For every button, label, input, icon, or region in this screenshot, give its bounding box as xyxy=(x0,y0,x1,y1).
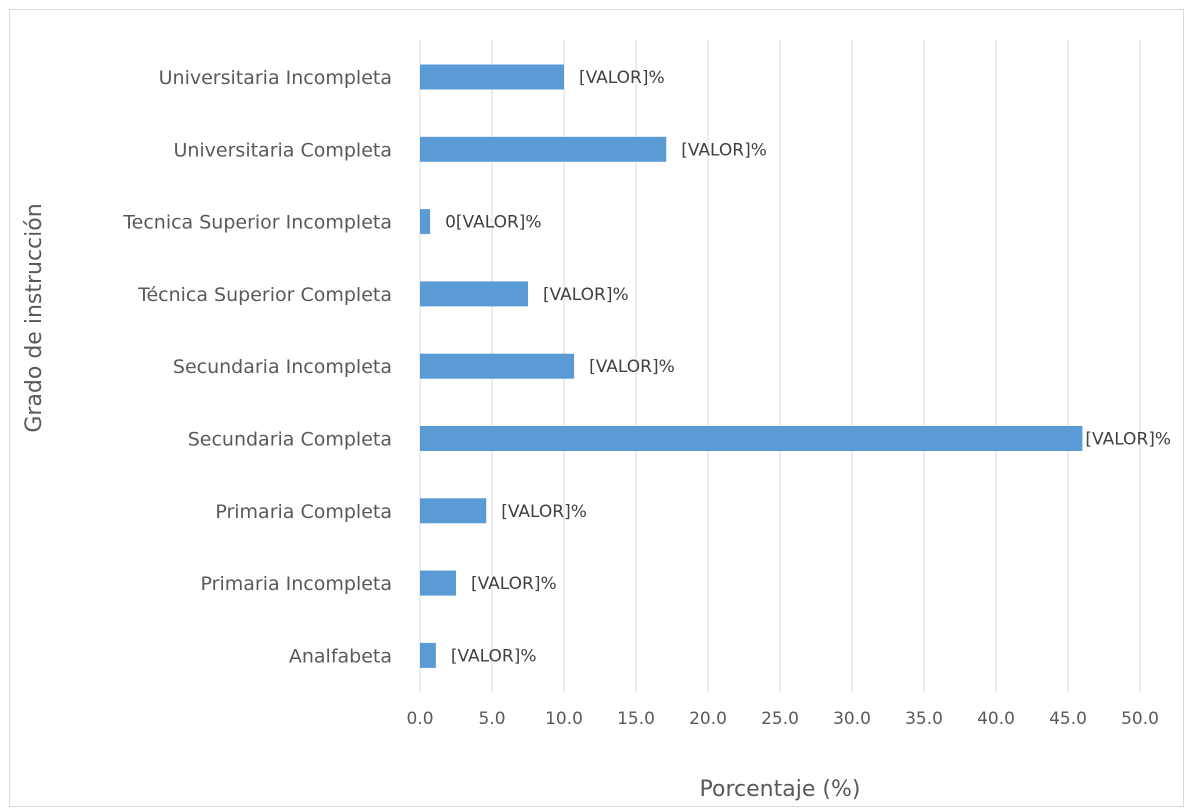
x-tick-label: 20.0 xyxy=(689,709,727,729)
category-label: Analfabeta xyxy=(289,645,392,667)
data-label: [VALOR]% xyxy=(579,68,665,88)
bar xyxy=(420,136,667,162)
x-tick-label: 35.0 xyxy=(905,709,943,729)
x-tick-label: 45.0 xyxy=(1049,709,1087,729)
data-label: [VALOR]% xyxy=(451,646,537,666)
x-tick-label: 50.0 xyxy=(1121,709,1159,729)
x-tick-label: 40.0 xyxy=(977,709,1015,729)
category-label: Secundaria Completa xyxy=(188,429,392,451)
x-tick-label: 0.0 xyxy=(406,709,433,729)
x-tick-label: 10.0 xyxy=(545,709,583,729)
data-label: [VALOR]% xyxy=(1085,430,1171,450)
bar xyxy=(420,642,436,668)
category-label: Tecnica Superior Incompleta xyxy=(122,212,392,234)
category-label: Técnica Superior Completa xyxy=(137,284,392,306)
x-tick-labels: 0.0 5.0 10.0 15.0 20.0 25.0 30.0 35.0 40.0 45.0 50… xyxy=(406,709,1158,729)
x-tick-label: 5.0 xyxy=(478,709,505,729)
y-axis-title: Grado de instrucción xyxy=(22,203,47,432)
bar xyxy=(420,498,487,524)
bar xyxy=(420,64,564,90)
bar xyxy=(420,209,431,235)
x-tick-label: 15.0 xyxy=(617,709,655,729)
data-labels: [VALOR]% [VALOR]% 0[VALOR]% [VALOR]% [VALOR]… xyxy=(445,68,1171,666)
data-label: 0[VALOR]% xyxy=(445,213,541,233)
x-tick-label: 25.0 xyxy=(761,709,799,729)
category-label: Primaria Incompleta xyxy=(201,573,392,595)
data-label: [VALOR]% xyxy=(501,502,587,522)
data-label: [VALOR]% xyxy=(681,140,767,160)
data-label: [VALOR]% xyxy=(471,574,557,594)
x-axis-title: Porcentaje (%) xyxy=(700,777,861,802)
category-label: Primaria Completa xyxy=(215,501,392,523)
category-label: Secundaria Incompleta xyxy=(173,356,392,378)
bar xyxy=(420,426,1083,451)
category-label: Universitaria Incompleta xyxy=(159,67,392,89)
bars xyxy=(420,64,1083,668)
data-label: [VALOR]% xyxy=(543,285,629,305)
data-label: [VALOR]% xyxy=(589,357,675,377)
x-tick-label: 30.0 xyxy=(833,709,871,729)
bar xyxy=(420,570,456,596)
bar xyxy=(420,281,528,307)
category-labels: Universitaria Incompleta Universitaria Co… xyxy=(122,67,392,667)
bar xyxy=(420,353,575,379)
category-label: Universitaria Completa xyxy=(173,139,392,161)
